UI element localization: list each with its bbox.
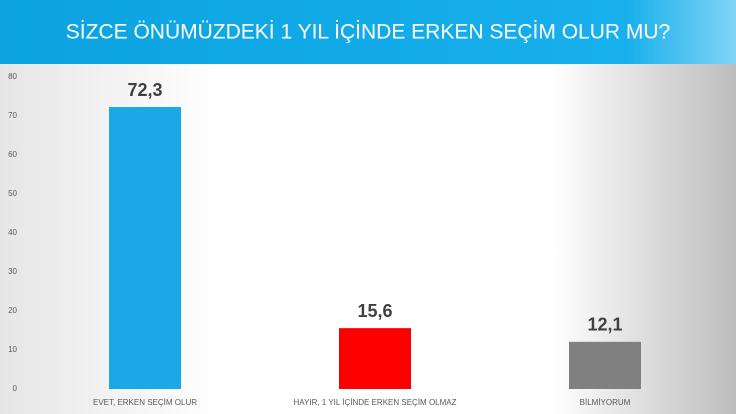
- value-label: 15,6: [357, 301, 392, 321]
- y-tick-label: 40: [8, 228, 17, 237]
- value-label: 12,1: [587, 315, 622, 335]
- bar: [569, 341, 641, 389]
- y-tick-label: 50: [8, 189, 17, 198]
- y-tick-label: 60: [8, 150, 17, 159]
- x-tick-label: BİLMİYORUM: [580, 398, 631, 407]
- x-tick-label: EVET, ERKEN SEÇİM OLUR: [93, 398, 197, 407]
- y-tick-label: 20: [8, 306, 17, 315]
- title-banner: [0, 0, 736, 64]
- y-tick-label: 80: [8, 72, 17, 81]
- y-tick-label: 70: [8, 111, 17, 120]
- x-tick-label: HAYIR, 1 YIL İÇİNDE ERKEN SEÇİM OLMAZ: [294, 398, 457, 407]
- y-tick-label: 0: [13, 384, 18, 393]
- y-tick-label: 10: [8, 345, 17, 354]
- value-label: 72,3: [127, 80, 162, 100]
- y-tick-label: 30: [8, 267, 17, 276]
- bar: [109, 107, 181, 389]
- chart-title: SİZCE ÖNÜMÜZDEKİ 1 YIL İÇİNDE ERKEN SEÇİ…: [66, 21, 670, 44]
- bar: [339, 328, 411, 389]
